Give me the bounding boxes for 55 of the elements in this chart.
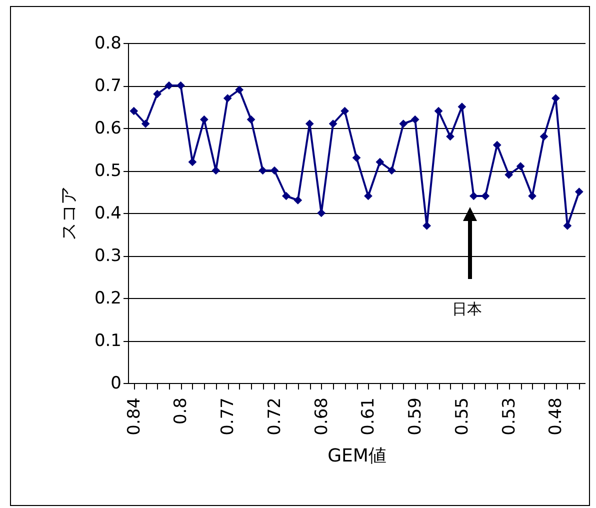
point	[516, 162, 525, 170]
point	[141, 120, 150, 128]
point	[235, 86, 244, 94]
point	[528, 192, 536, 200]
point	[387, 166, 396, 175]
x-tick-label: 0.55	[452, 398, 472, 436]
x-axis-title: GEM値	[328, 445, 386, 466]
x-tick-label: 0.72	[264, 398, 285, 436]
x-tick-label: 0.53	[499, 398, 520, 436]
y-tick-label: 0.7	[94, 76, 122, 96]
point	[153, 90, 162, 98]
point	[130, 106, 138, 116]
point	[282, 192, 290, 200]
point	[410, 115, 420, 124]
point	[340, 106, 349, 116]
point	[294, 196, 302, 204]
point	[422, 222, 431, 230]
x-tick-label: 0.68	[312, 398, 332, 436]
point	[458, 102, 466, 111]
point	[328, 120, 338, 128]
point	[469, 192, 478, 200]
y-tick-label: 0.6	[94, 118, 122, 138]
point	[481, 192, 490, 200]
x-tick-label: 0.8	[171, 398, 192, 425]
point	[540, 132, 548, 141]
x-tick-label: 0.77	[218, 398, 238, 436]
y-tick-label: 0	[110, 374, 122, 394]
x-tick-label: 0.61	[358, 398, 379, 436]
y-tick-label: 0.2	[94, 288, 122, 308]
y-axis-title: スコア	[58, 186, 80, 240]
point	[574, 188, 584, 196]
point	[376, 158, 384, 166]
y-tick-label: 0.8	[94, 34, 122, 54]
point	[246, 115, 256, 124]
point	[352, 154, 361, 162]
point	[270, 166, 279, 175]
y-tick-label: 0.3	[94, 246, 122, 266]
x-tick-label: 0.84	[124, 398, 144, 436]
point	[258, 166, 267, 175]
annotation: 日本	[452, 300, 482, 319]
y-tick-label: 0.1	[94, 331, 122, 351]
x-tick-label: 0.48	[546, 398, 566, 436]
point	[504, 170, 514, 179]
x-tick-label: 0.59	[406, 398, 426, 436]
point	[399, 120, 408, 128]
y-tick-label: 0.5	[94, 161, 122, 181]
point	[223, 94, 232, 102]
point	[563, 222, 572, 230]
point	[176, 81, 185, 90]
point	[492, 140, 502, 150]
point	[364, 192, 372, 200]
point	[305, 120, 314, 128]
point	[446, 132, 454, 141]
y-tick-label: 0.4	[94, 204, 122, 224]
point	[164, 81, 174, 90]
